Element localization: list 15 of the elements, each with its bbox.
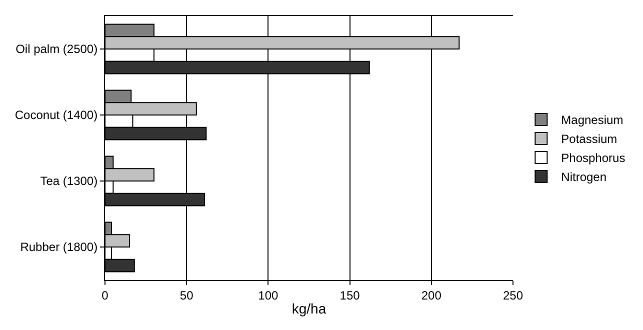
x-tick-label: 200 <box>421 288 442 302</box>
x-axis-title: kg/ha <box>292 300 326 317</box>
y-tick-label: Tea (1300) <box>40 174 98 188</box>
x-tick-label: 250 <box>502 288 524 302</box>
y-tick-label: Rubber (1800) <box>20 240 98 254</box>
y-tick-label: Coconut (1400) <box>14 108 98 122</box>
legend-label: Magnesium <box>561 113 624 128</box>
x-tick-label: 150 <box>340 288 360 302</box>
y-tick-label: Oil palm (2500) <box>16 42 98 56</box>
legend-label: Nitrogen <box>561 170 607 184</box>
x-tick-label: 50 <box>180 288 194 302</box>
legend-label: Phosphorus <box>561 151 626 166</box>
legend-label: Potassium <box>561 132 618 146</box>
x-tick-label: 100 <box>258 288 279 302</box>
x-tick-label: 0 <box>102 288 109 302</box>
